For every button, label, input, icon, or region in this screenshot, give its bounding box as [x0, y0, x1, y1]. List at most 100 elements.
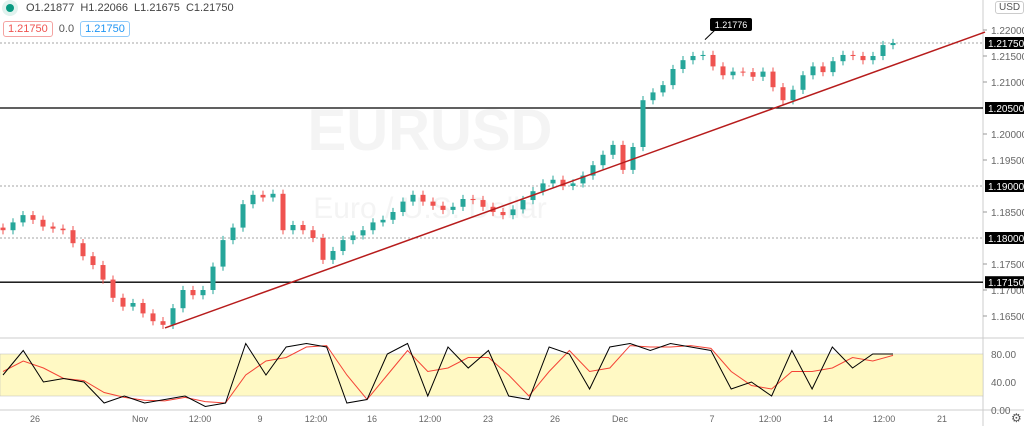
sell-button[interactable]: 1.21750 [3, 21, 53, 37]
spread-value: 0.0 [58, 23, 75, 35]
price-tick-label: 1.16500 [991, 312, 1024, 323]
buy-button[interactable]: 1.21750 [80, 21, 130, 37]
candle-body [440, 205, 446, 210]
price-tick-label: 1.17000 [991, 286, 1024, 297]
time-tick-label: 12:00 [305, 414, 328, 424]
candle-body [280, 193, 286, 231]
candle-body [340, 240, 346, 251]
candle-body [350, 235, 356, 241]
candle-body [770, 71, 776, 88]
price-tick-label: 1.19500 [991, 156, 1024, 167]
callout-bg [710, 18, 752, 31]
candle-body [190, 290, 196, 296]
candle-body [840, 54, 846, 62]
candle-body [390, 212, 396, 220]
candle-body [850, 54, 856, 56]
candle-body [600, 154, 606, 166]
candle-body [510, 209, 516, 216]
candle-body [690, 56, 696, 61]
level-label-bg [985, 102, 1024, 114]
time-tick-label: 12:00 [419, 414, 442, 424]
candle-body [160, 321, 166, 325]
level-label: 1.18000 [988, 234, 1024, 245]
candle-body [870, 56, 876, 61]
candle-body [800, 75, 806, 90]
candle-body [580, 175, 586, 184]
candle-body [70, 230, 76, 244]
ohlc-legend: O1.21877 H1.22066 L1.21675 C1.21750 [6, 2, 234, 14]
candle-body [0, 227, 6, 231]
oscillator-d-line [2, 345, 894, 404]
candle-body [740, 71, 746, 73]
candle-body [760, 71, 766, 77]
time-tick-label: 21 [937, 414, 947, 424]
price-tick-label: 1.20000 [991, 130, 1024, 141]
candle-body [820, 66, 826, 73]
candle-body [10, 222, 16, 231]
candle-body [110, 279, 116, 298]
candle-body [260, 194, 266, 198]
time-tick-label: 26 [550, 414, 560, 424]
trendline [164, 31, 986, 329]
candle-body [570, 183, 576, 186]
candle-body [550, 179, 556, 184]
candle-body [210, 266, 216, 290]
candle-body [620, 144, 626, 170]
candle-body [150, 313, 156, 322]
candle-body [330, 251, 336, 260]
candle-body [90, 256, 96, 266]
candle-body [660, 85, 666, 93]
time-tick-label: Nov [132, 414, 149, 424]
candle-body [680, 60, 686, 69]
candle-body [710, 54, 716, 67]
candle-body [730, 71, 736, 76]
watermark-symbol: EURUSD [308, 98, 553, 163]
candle-body [200, 290, 206, 296]
candle-body [610, 144, 616, 155]
time-tick-label: 16 [367, 414, 377, 424]
candle-body [370, 222, 376, 231]
candle-body [30, 215, 36, 220]
candle-body [420, 194, 426, 202]
candle-body [60, 228, 66, 231]
candle-body [410, 194, 416, 202]
candle-body [540, 183, 546, 192]
candle-body [450, 206, 456, 210]
price-tick-label: 1.21000 [991, 78, 1024, 89]
candle-body [220, 240, 226, 267]
price-tick-label: 1.22000 [991, 26, 1024, 37]
candle-body [360, 230, 366, 236]
price-tick-label: 1.17500 [991, 260, 1024, 271]
candle-body [170, 308, 176, 325]
level-label-bg [985, 37, 1024, 49]
candle-body [130, 303, 136, 307]
candle-body [890, 43, 896, 46]
candle-body [670, 69, 676, 86]
time-tick-label: 12:00 [759, 414, 782, 424]
level-label: 1.21750 [988, 39, 1024, 50]
currency-button[interactable]: USD [995, 1, 1024, 14]
time-tick-label: 23 [483, 414, 493, 424]
open-value: O1.21877 [26, 2, 75, 14]
level-label-bg [985, 180, 1024, 192]
candle-body [560, 179, 566, 186]
callout-pointer [704, 29, 716, 41]
watermark-description: Euro / U.S. Dollar [313, 192, 546, 225]
candle-body [880, 45, 886, 56]
candle-body [520, 200, 526, 210]
market-status-icon [6, 4, 14, 12]
oscillator-tick-label: 40.00 [991, 378, 1016, 389]
candle-body [860, 56, 866, 61]
time-tick-label: 12:00 [873, 414, 896, 424]
candle-body [270, 193, 276, 198]
candle-body [430, 201, 436, 206]
candle-body [80, 243, 86, 257]
candle-body [40, 219, 46, 227]
candle-body [240, 204, 246, 228]
candle-body [470, 199, 476, 201]
gear-icon[interactable]: ⚙ [1011, 411, 1022, 425]
callout-label: 1.21776 [715, 20, 748, 30]
time-tick-label: Dec [612, 414, 629, 424]
time-tick-label: 9 [257, 414, 262, 424]
